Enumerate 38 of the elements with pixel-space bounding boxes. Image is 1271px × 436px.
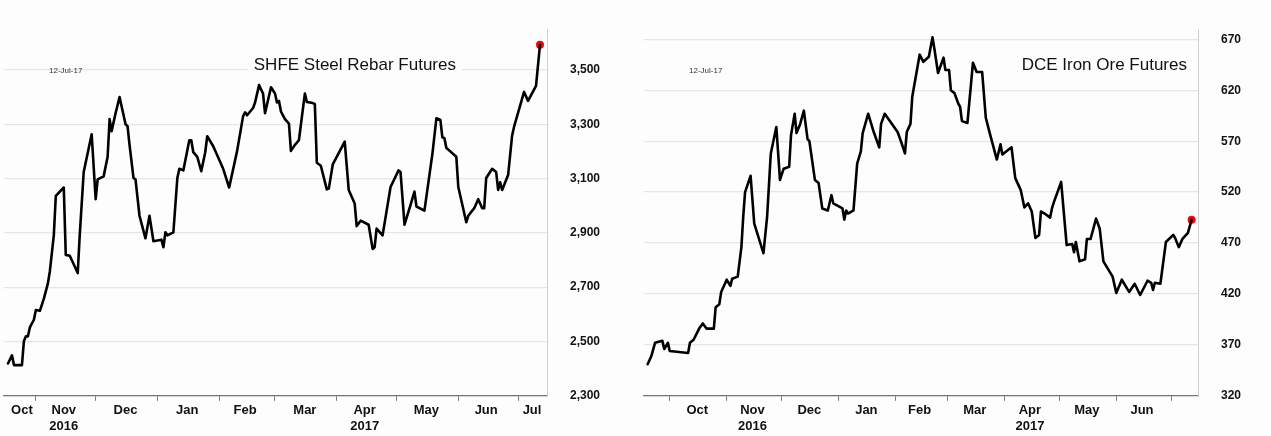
x-tick-label: Feb [908, 402, 932, 418]
x-tick-label: Jun [474, 402, 498, 418]
x-tick-label: Mar [963, 402, 987, 418]
y-tick-label: 320 [1220, 388, 1242, 403]
annotation: 12-Jul-17 [49, 66, 83, 76]
x-tick-label: Feb [233, 402, 257, 418]
x-tick-label: Oct [11, 402, 34, 418]
y-tick-label: 2,500 [569, 333, 601, 348]
x-tick-label: Dec [113, 402, 138, 418]
x-tick-label: Dec [797, 402, 822, 418]
x-tick-label: May [1074, 402, 1101, 418]
text: SHFE Steel Rebar Futures [253, 54, 456, 74]
x-tick-label: Mar [293, 402, 317, 418]
y-tick-label: 420 [1220, 286, 1242, 301]
x-tick-label: Oct [686, 402, 709, 418]
y-tick-label: 620 [1220, 82, 1242, 97]
y-tick-label: 470 [1220, 235, 1242, 250]
y-tick-label: 370 [1220, 337, 1242, 352]
x-tick-label: Jan [855, 402, 878, 418]
x-tick-label: Nov 2016 [49, 402, 79, 433]
y-tick-label: 670 [1220, 31, 1242, 46]
x-tick-label: Apr 2017 [350, 402, 380, 433]
x-tick-label: May [413, 402, 440, 418]
x-tick-label: Nov 2016 [737, 402, 767, 433]
x-tick-label: Apr 2017 [1015, 402, 1045, 433]
y-tick-label: 520 [1220, 184, 1242, 199]
y-tick-label: 2,900 [569, 225, 601, 240]
x-tick-label: Jan [176, 402, 199, 418]
y-tick-label: 3,300 [569, 116, 601, 131]
y-tick-label: 2,300 [569, 388, 601, 403]
y-tick-label: 3,500 [569, 62, 601, 77]
text: DCE Iron Ore Futures [1021, 54, 1187, 74]
annotation: 12-Jul-17 [689, 66, 723, 76]
y-tick-label: 2,700 [569, 279, 601, 294]
x-tick-label: Jul [522, 402, 542, 418]
y-tick-label: 570 [1220, 133, 1242, 148]
y-tick-label: 3,100 [569, 170, 601, 185]
x-tick-label: Jun [1130, 402, 1154, 418]
